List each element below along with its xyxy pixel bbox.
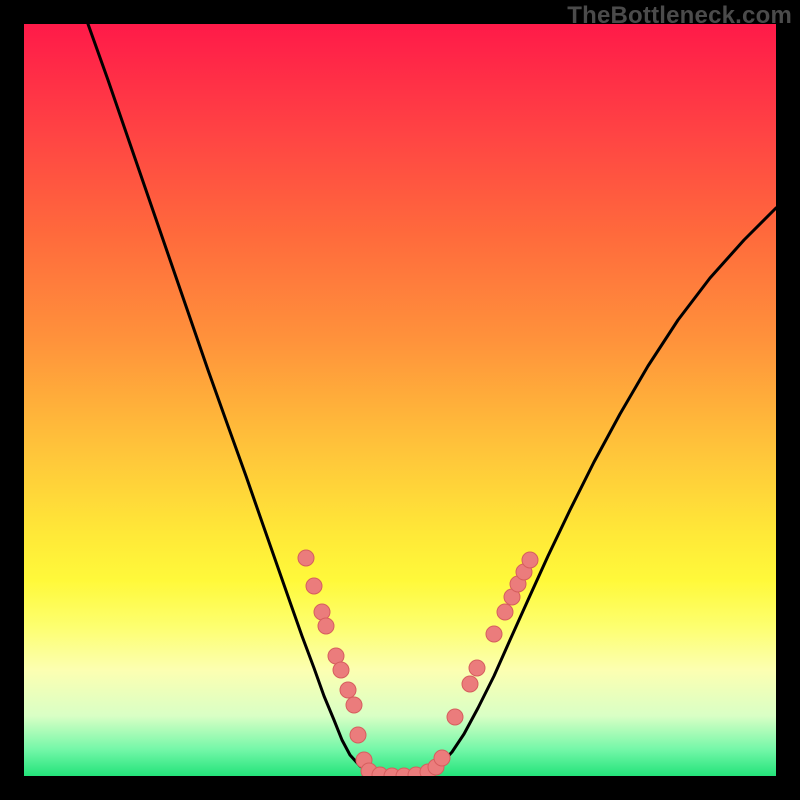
curve-marker [447,709,463,725]
curve-marker [298,550,314,566]
curve-marker [340,682,356,698]
curve-marker [462,676,478,692]
curve-marker [350,727,366,743]
curve-marker [318,618,334,634]
watermark-text: TheBottleneck.com [567,2,792,30]
plot-background [24,24,776,776]
curve-marker [333,662,349,678]
bottleneck-curve-chart [0,0,800,800]
curve-marker [346,697,362,713]
curve-marker [486,626,502,642]
chart-frame: TheBottleneck.com [0,0,800,800]
curve-marker [314,604,330,620]
curve-marker [434,750,450,766]
curve-marker [469,660,485,676]
curve-marker [306,578,322,594]
curve-marker [522,552,538,568]
curve-marker [497,604,513,620]
